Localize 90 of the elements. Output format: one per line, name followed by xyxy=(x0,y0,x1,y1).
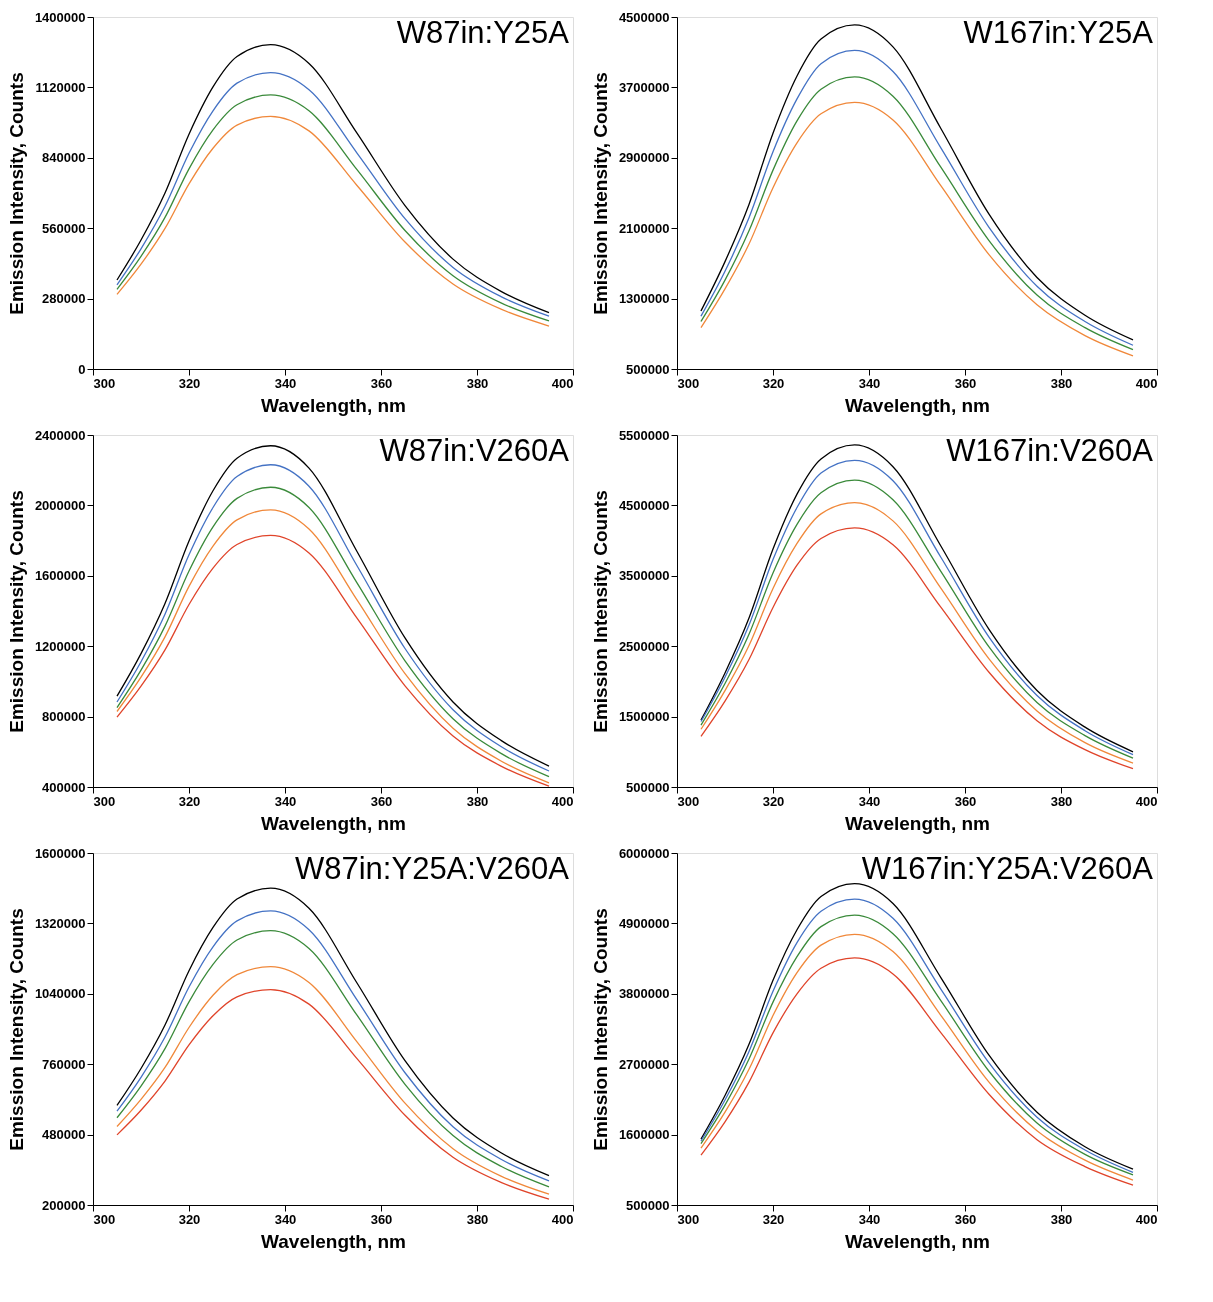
annotation: W167in:Y25A:V260A xyxy=(861,851,1154,886)
y-tick-label: 1600000 xyxy=(618,1127,670,1143)
x-tick-label: 340 xyxy=(274,1211,297,1227)
y-tick-label: 840000 xyxy=(42,150,86,166)
y-tick-label: 1400000 xyxy=(34,9,86,25)
y-tick-label: 2900000 xyxy=(618,150,670,166)
y-tick-label: 1040000 xyxy=(34,986,86,1002)
y-tick-label: 400000 xyxy=(42,779,86,795)
x-tick-label: 400 xyxy=(1135,375,1158,391)
x-tick-label: 340 xyxy=(274,375,297,391)
x-tick-label: 400 xyxy=(1135,1211,1158,1227)
x-tick-label: 380 xyxy=(466,1211,489,1227)
x-tick-label: 300 xyxy=(93,793,116,809)
x-axis-title: Wavelength, nm xyxy=(261,394,406,416)
y-tick-label: 2400000 xyxy=(34,427,86,443)
y-tick-label: 2000000 xyxy=(34,497,86,513)
x-tick-label: 320 xyxy=(178,1211,201,1227)
y-tick-label: 1120000 xyxy=(35,79,86,95)
x-tick-label: 340 xyxy=(858,375,881,391)
annotation: W167in:V260A xyxy=(946,433,1154,468)
x-tick-label: 380 xyxy=(466,375,489,391)
y-tick-label: 800000 xyxy=(42,709,86,725)
x-tick-label: 400 xyxy=(551,1211,574,1227)
x-tick-label: 360 xyxy=(954,1211,977,1227)
x-tick-label: 360 xyxy=(370,1211,393,1227)
x-tick-label: 360 xyxy=(370,793,393,809)
y-tick-label: 480000 xyxy=(42,1127,86,1143)
x-tick-label: 300 xyxy=(677,375,700,391)
y-tick-label: 2100000 xyxy=(618,220,670,236)
x-tick-label: 380 xyxy=(1050,793,1073,809)
annotation: W87in:V260A xyxy=(379,433,570,468)
y-tick-label: 4500000 xyxy=(618,497,670,513)
x-tick-label: 340 xyxy=(274,793,297,809)
y-tick-label: 500000 xyxy=(626,779,670,795)
x-axis-title: Wavelength, nm xyxy=(845,812,990,834)
x-tick-label: 320 xyxy=(762,375,785,391)
x-axis-title: Wavelength, nm xyxy=(261,812,406,834)
y-tick-label: 5500000 xyxy=(618,427,670,443)
y-tick-label: 560000 xyxy=(42,220,86,236)
y-tick-label: 200000 xyxy=(42,1197,86,1213)
y-tick-label: 760000 xyxy=(42,1056,86,1072)
x-tick-label: 400 xyxy=(551,375,574,391)
y-tick-label: 1320000 xyxy=(34,915,86,931)
y-tick-label: 4900000 xyxy=(618,915,670,931)
x-tick-label: 300 xyxy=(93,1211,116,1227)
x-tick-label: 340 xyxy=(858,1211,881,1227)
annotation: W87in:Y25A xyxy=(396,15,570,50)
y-tick-label: 1600000 xyxy=(34,568,86,584)
x-tick-label: 380 xyxy=(1050,375,1073,391)
y-tick-label: 1600000 xyxy=(34,845,86,861)
y-tick-label: 4500000 xyxy=(618,9,670,25)
y-tick-label: 3800000 xyxy=(618,986,670,1002)
x-tick-label: 300 xyxy=(93,375,116,391)
y-axis-title: Emission Intensity, Counts xyxy=(5,490,27,733)
x-tick-label: 400 xyxy=(1135,793,1158,809)
x-tick-label: 340 xyxy=(858,793,881,809)
y-axis-title: Emission Intensity, Counts xyxy=(5,908,27,1151)
y-axis-title: Emission Intensity, Counts xyxy=(589,72,611,315)
x-tick-label: 400 xyxy=(551,793,574,809)
x-tick-label: 360 xyxy=(370,375,393,391)
y-tick-label: 1200000 xyxy=(34,638,86,654)
y-axis-title: Emission Intensity, Counts xyxy=(589,490,611,733)
y-tick-label: 3500000 xyxy=(618,568,670,584)
y-tick-label: 280000 xyxy=(42,291,86,307)
x-tick-label: 300 xyxy=(677,793,700,809)
y-tick-label: 3700000 xyxy=(618,79,670,95)
y-tick-label: 6000000 xyxy=(618,845,670,861)
y-tick-label: 2700000 xyxy=(618,1056,670,1072)
annotation: W167in:Y25A xyxy=(963,15,1154,50)
x-tick-label: 380 xyxy=(1050,1211,1073,1227)
annotation: W87in:Y25A:V260A xyxy=(294,851,570,886)
x-tick-label: 300 xyxy=(677,1211,700,1227)
x-tick-label: 360 xyxy=(954,375,977,391)
x-tick-label: 320 xyxy=(762,1211,785,1227)
y-tick-label: 0 xyxy=(78,361,86,377)
y-axis-title: Emission Intensity, Counts xyxy=(589,908,611,1151)
x-axis-title: Wavelength, nm xyxy=(845,1230,990,1252)
y-tick-label: 1500000 xyxy=(618,709,670,725)
y-axis-title: Emission Intensity, Counts xyxy=(5,72,27,315)
y-tick-label: 500000 xyxy=(626,361,670,377)
x-tick-label: 320 xyxy=(178,375,201,391)
x-tick-label: 320 xyxy=(762,793,785,809)
y-tick-label: 1300000 xyxy=(618,291,670,307)
y-tick-label: 2500000 xyxy=(618,638,670,654)
x-axis-title: Wavelength, nm xyxy=(845,394,990,416)
y-tick-label: 500000 xyxy=(626,1197,670,1213)
x-tick-label: 360 xyxy=(954,793,977,809)
x-tick-label: 380 xyxy=(466,793,489,809)
x-tick-label: 320 xyxy=(178,793,201,809)
x-axis-title: Wavelength, nm xyxy=(261,1230,406,1252)
